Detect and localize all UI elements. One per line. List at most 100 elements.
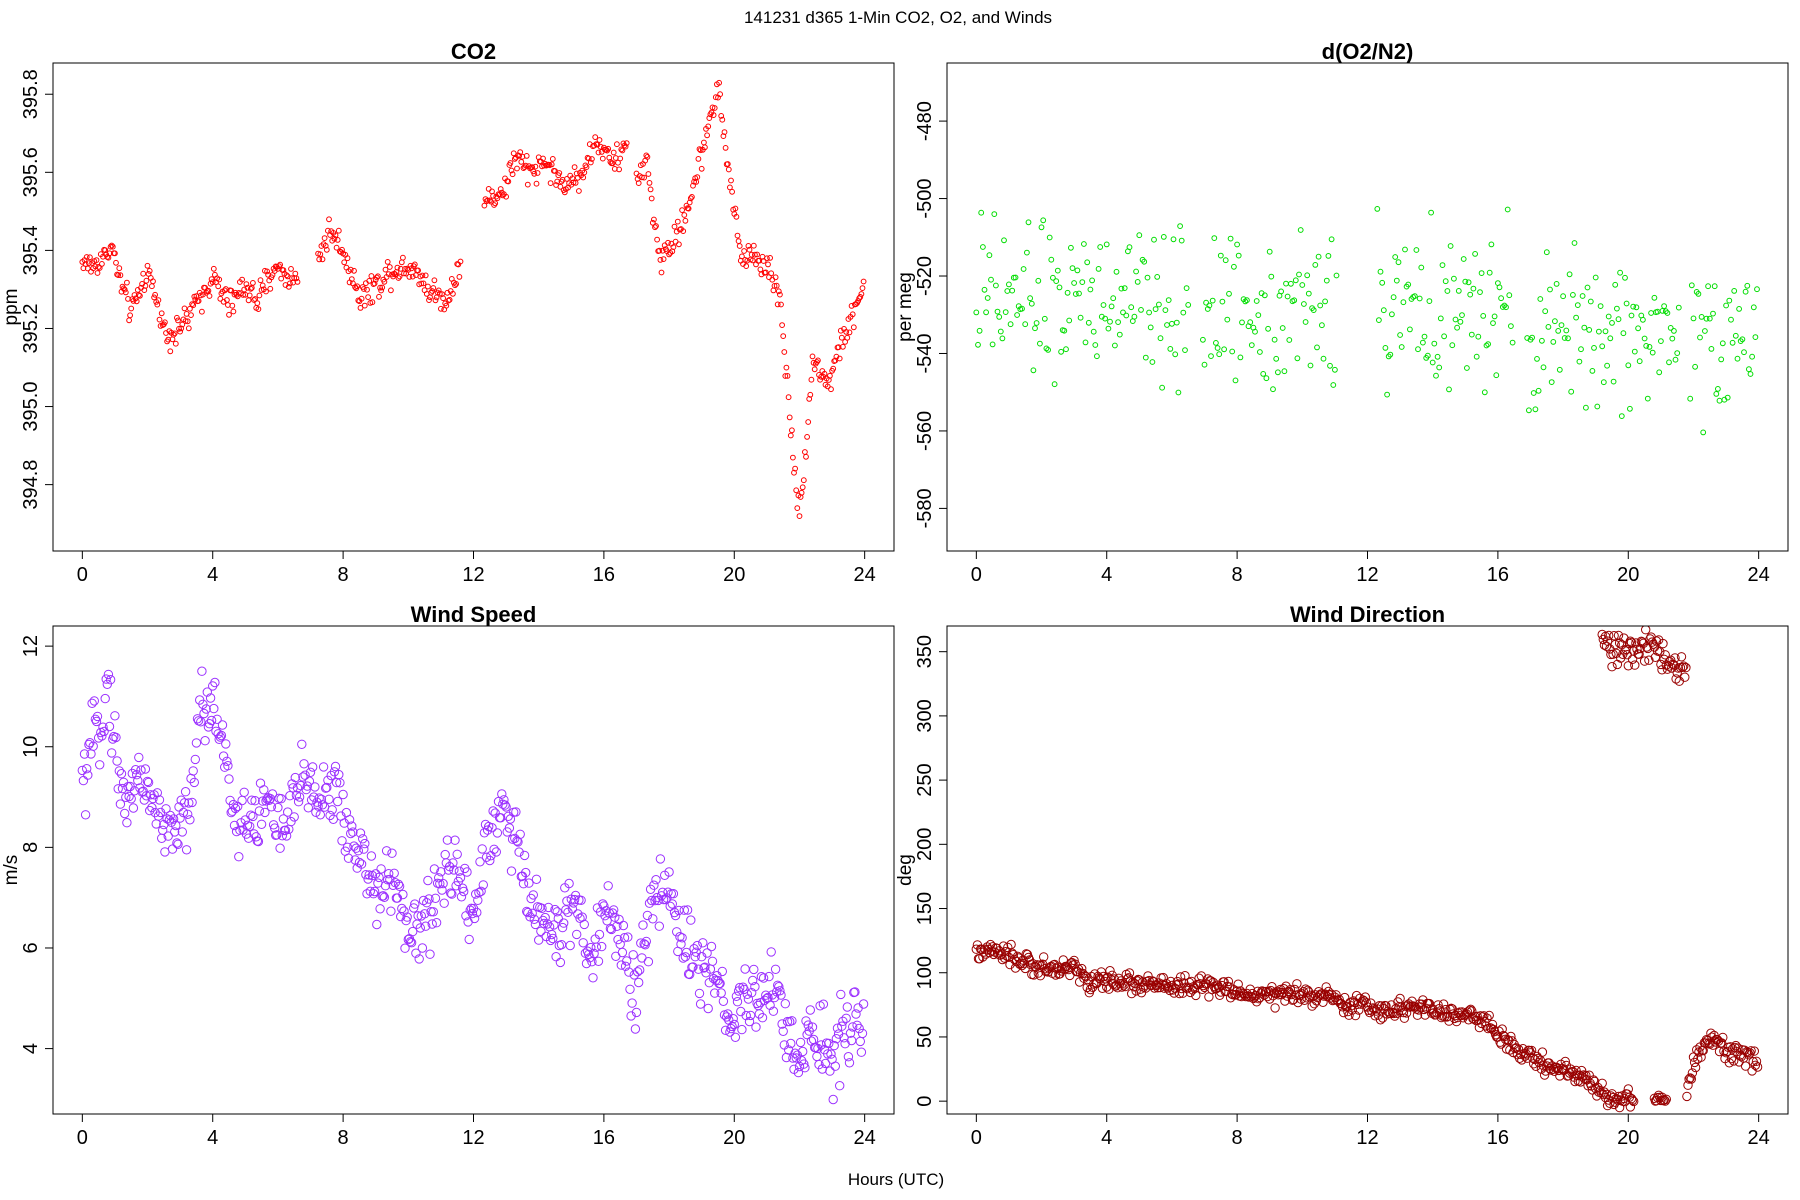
data-point (374, 872, 384, 883)
data-point (270, 823, 280, 833)
data-point (1614, 305, 1620, 312)
data-point (768, 1006, 779, 1016)
data-point (540, 912, 550, 923)
data-point (190, 754, 201, 765)
data-point (95, 264, 102, 270)
data-point (1248, 342, 1255, 349)
data-point (787, 432, 794, 439)
data-point (719, 116, 726, 123)
data-point (702, 948, 712, 958)
data-point (1627, 1095, 1638, 1106)
data-point (1332, 366, 1338, 373)
data-point (1299, 995, 1310, 1005)
data-point (88, 741, 98, 751)
data-point (1726, 297, 1733, 304)
data-point (844, 1058, 855, 1068)
data-point (158, 825, 168, 835)
data-point (1200, 336, 1206, 343)
data-point (1392, 1008, 1402, 1018)
data-point (717, 966, 727, 977)
data-point (143, 777, 154, 788)
data-point (94, 270, 101, 276)
data-point (858, 999, 869, 1009)
y-tick-label: 395.0 (20, 382, 42, 432)
data-point (247, 285, 254, 292)
data-point (1646, 344, 1653, 350)
data-point (462, 867, 472, 877)
data-point (1433, 1000, 1443, 1010)
data-point (994, 308, 1001, 315)
data-point (1689, 1057, 1700, 1068)
data-point (562, 896, 572, 906)
data-point (82, 764, 92, 774)
data-point (1604, 630, 1614, 641)
data-point (654, 921, 664, 931)
data-point (446, 888, 456, 898)
data-point (675, 932, 685, 942)
data-point (1279, 325, 1286, 331)
data-point (1686, 1074, 1697, 1084)
data-point (1094, 353, 1100, 360)
data-point (728, 177, 734, 184)
data-point (642, 910, 653, 921)
data-point (435, 879, 445, 889)
data-point (1413, 247, 1420, 253)
data-point (185, 325, 192, 332)
data-point (657, 257, 664, 263)
data-point (335, 227, 342, 234)
data-point (556, 170, 563, 176)
data-point (368, 273, 375, 279)
data-point (1110, 295, 1117, 302)
data-point (1428, 209, 1434, 216)
data-point (739, 253, 745, 260)
y-tick-label: 395.4 (20, 225, 42, 275)
x-tick-label: 16 (593, 1127, 615, 1149)
data-point (418, 280, 425, 287)
y-tick-label: 250 (914, 763, 936, 796)
data-point (647, 186, 654, 193)
data-point (1579, 293, 1586, 299)
data-point (222, 756, 232, 766)
data-point (1623, 661, 1634, 671)
data-point (1754, 286, 1760, 293)
data-point (1302, 319, 1309, 325)
data-point (122, 289, 129, 296)
data-point (1291, 297, 1298, 304)
data-point (497, 186, 504, 192)
y-tick-label: 4 (20, 1043, 42, 1054)
data-point (1309, 999, 1320, 1009)
data-point (366, 278, 373, 284)
data-point (281, 831, 292, 841)
data-point (735, 238, 742, 245)
data-point (545, 935, 556, 946)
data-point (572, 180, 579, 186)
x-axis: 0 4 8 12 16 20 24 (77, 551, 876, 586)
data-point (437, 885, 447, 895)
data-point (323, 246, 330, 253)
data-point (1441, 1004, 1451, 1015)
data-point (1656, 659, 1666, 670)
data-point (1217, 252, 1224, 259)
data-point (1648, 310, 1654, 316)
data-point (732, 997, 743, 1007)
data-point (645, 171, 652, 177)
data-point (524, 878, 534, 888)
data-point (1301, 301, 1307, 307)
data-point (215, 732, 226, 742)
x-axis: 0 4 8 12 16 20 24 (971, 551, 1770, 586)
data-point (619, 147, 626, 154)
data-point (1459, 312, 1465, 319)
data-point (1257, 349, 1263, 355)
y-tick-label: 395.2 (20, 303, 42, 353)
data-point (999, 953, 1010, 963)
data-point (308, 762, 318, 772)
data-point (1366, 998, 1376, 1008)
data-point (87, 698, 97, 708)
data-point (809, 353, 816, 360)
data-point (619, 933, 630, 943)
data-point (325, 227, 331, 234)
data-point (1511, 1043, 1522, 1053)
data-point (1501, 302, 1508, 309)
data-point (1323, 277, 1330, 284)
